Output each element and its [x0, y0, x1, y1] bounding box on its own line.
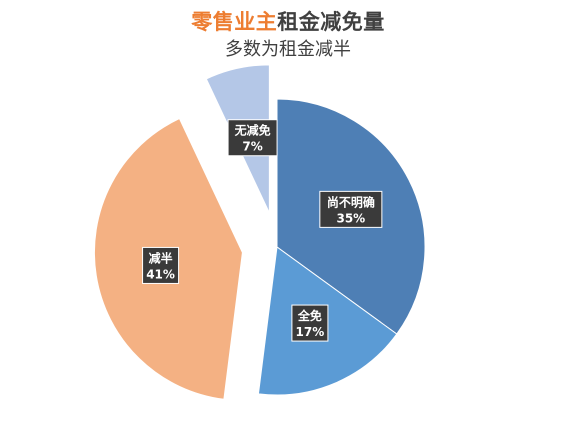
slice-value-label: 17% [296, 325, 325, 339]
slice-label: 尚不明确 [327, 194, 375, 209]
slice-label: 无减免 [234, 123, 271, 138]
chart-header: 零售业主租金减免量 多数为租金减半 [0, 8, 576, 62]
title-rest: 租金减免量 [277, 10, 385, 34]
slice-label: 减半 [149, 250, 173, 265]
chart-subtitle: 多数为租金减半 [225, 39, 351, 60]
data-label-box [142, 246, 180, 284]
chart-title: 零售业主租金减免量 [0, 8, 576, 36]
data-label-box [291, 304, 329, 342]
data-label: 减半 41% [142, 246, 180, 284]
data-label: 尚不明确 35% [319, 190, 383, 228]
slice-value-label: 41% [146, 267, 175, 281]
slice-value-label: 35% [336, 211, 365, 225]
data-label: 全免 17% [291, 304, 329, 342]
title-highlight: 零售业主 [191, 10, 278, 34]
data-label: 无减免 7% [227, 119, 278, 157]
slice-value-label: 7% [242, 140, 262, 154]
slice-label: 全免 [297, 308, 322, 323]
data-label-box [319, 190, 383, 228]
data-label-box [227, 119, 278, 157]
